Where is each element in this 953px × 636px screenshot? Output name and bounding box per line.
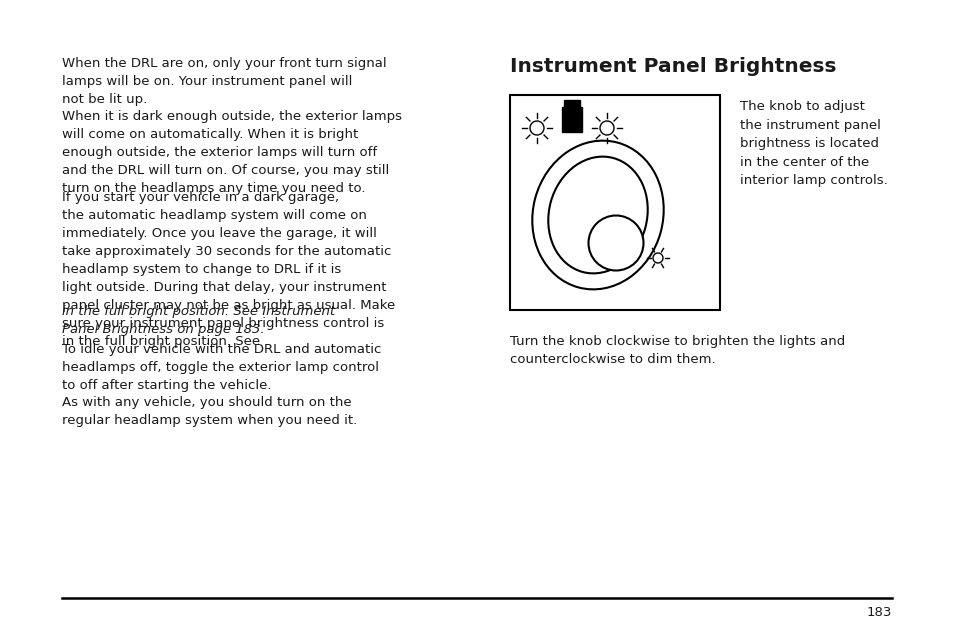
Text: If you start your vehicle in a dark garage,
the automatic headlamp system will c: If you start your vehicle in a dark gara… (62, 191, 395, 348)
Text: Instrument Panel Brightness: Instrument Panel Brightness (510, 57, 836, 76)
Text: As with any vehicle, you should turn on the
regular headlamp system when you nee: As with any vehicle, you should turn on … (62, 396, 356, 427)
Circle shape (652, 253, 662, 263)
Bar (561, 107, 581, 132)
Text: When the DRL are on, only your front turn signal
lamps will be on. Your instrume: When the DRL are on, only your front tur… (62, 57, 386, 106)
Text: To idle your vehicle with the DRL and automatic
headlamps off, toggle the exteri: To idle your vehicle with the DRL and au… (62, 343, 381, 392)
Text: The knob to adjust
the instrument panel
brightness is located
in the center of t: The knob to adjust the instrument panel … (740, 100, 887, 187)
Circle shape (530, 121, 543, 135)
Bar (510, 95, 720, 310)
Text: 183: 183 (865, 606, 891, 619)
Ellipse shape (532, 141, 663, 289)
Bar (563, 100, 579, 110)
Text: Turn the knob clockwise to brighten the lights and
counterclockwise to dim them.: Turn the knob clockwise to brighten the … (510, 335, 844, 366)
Ellipse shape (588, 216, 643, 270)
Circle shape (599, 121, 614, 135)
Ellipse shape (548, 156, 647, 273)
Text: in the full bright position. See Instrument
Panel Brightness on page 183.: in the full bright position. See Instrum… (62, 305, 335, 336)
Text: When it is dark enough outside, the exterior lamps
will come on automatically. W: When it is dark enough outside, the exte… (62, 110, 401, 195)
